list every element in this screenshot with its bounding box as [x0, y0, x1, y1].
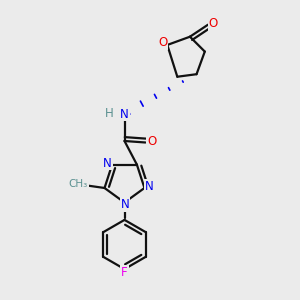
Text: H: H	[104, 107, 113, 120]
Text: O: O	[209, 17, 218, 30]
Text: F: F	[121, 266, 128, 279]
Text: N: N	[103, 157, 112, 169]
Text: N: N	[121, 198, 130, 212]
Text: N: N	[120, 107, 129, 121]
Text: CH₃: CH₃	[68, 179, 88, 189]
Text: O: O	[147, 135, 156, 148]
Text: N: N	[145, 180, 153, 193]
Text: O: O	[158, 36, 167, 49]
